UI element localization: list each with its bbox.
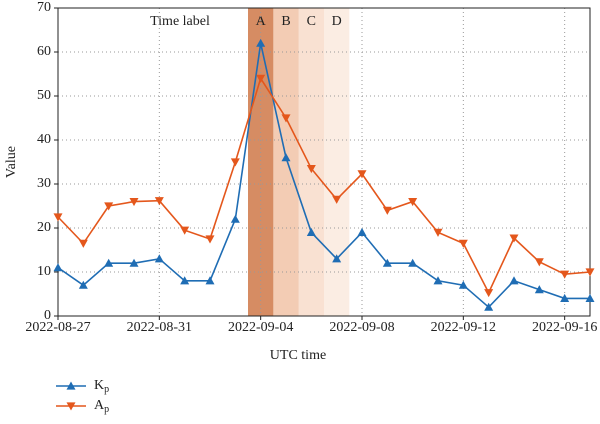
series-marker <box>53 213 63 222</box>
x-tick-label: 2022-09-12 <box>431 320 496 335</box>
series-marker <box>560 293 570 302</box>
time-band <box>273 8 299 316</box>
series-marker <box>509 234 519 243</box>
time-band <box>248 8 274 316</box>
series-marker <box>129 198 139 207</box>
series-marker <box>230 214 240 223</box>
series-marker <box>129 258 139 267</box>
series-marker <box>560 270 570 279</box>
series-marker <box>230 158 240 167</box>
series-marker <box>534 258 544 267</box>
band-label: D <box>332 14 342 29</box>
x-tick-label: 2022-09-04 <box>228 320 293 335</box>
series-marker <box>408 258 418 267</box>
series-marker <box>281 153 291 162</box>
y-tick-label: 20 <box>37 220 51 235</box>
series-marker <box>78 239 88 248</box>
series-marker <box>332 195 342 204</box>
series-line <box>57 76 591 295</box>
y-tick-label: 70 <box>37 0 51 15</box>
series-marker <box>484 289 494 298</box>
series-marker <box>104 258 114 267</box>
series-marker <box>281 114 291 123</box>
series-marker <box>154 254 164 263</box>
time-band <box>324 8 350 316</box>
legend-marker <box>66 402 76 411</box>
x-tick-label: 2022-08-27 <box>25 320 90 335</box>
y-tick-label: 10 <box>37 264 51 279</box>
band-label: B <box>281 14 290 29</box>
series-marker <box>382 258 392 267</box>
series-marker <box>433 276 443 285</box>
series-marker <box>53 263 63 272</box>
y-tick-label: 40 <box>37 132 51 147</box>
series-marker <box>484 302 494 311</box>
series-marker <box>357 227 367 236</box>
series-marker <box>205 235 215 244</box>
x-axis-label: UTC time <box>270 348 326 363</box>
series-marker <box>408 198 418 207</box>
series-marker <box>180 276 190 285</box>
x-tick-label: 2022-09-16 <box>532 320 597 335</box>
series-marker <box>154 197 164 206</box>
series-marker <box>585 293 595 302</box>
legend-label: Ap <box>94 398 109 415</box>
series-marker <box>256 74 266 83</box>
series-marker <box>205 276 215 285</box>
time-band <box>298 8 324 316</box>
series-marker <box>104 202 114 211</box>
plot-frame <box>57 7 591 317</box>
series-marker <box>306 227 316 236</box>
series-marker <box>458 280 468 289</box>
series-line <box>57 43 590 309</box>
series-marker <box>585 268 595 277</box>
series-marker <box>306 165 316 174</box>
legend-label: Kp <box>94 378 109 395</box>
series-marker <box>534 285 544 294</box>
series-marker <box>382 206 392 215</box>
y-tick-label: 60 <box>37 44 51 59</box>
y-axis-label: Value <box>4 146 19 178</box>
series-marker <box>357 170 367 179</box>
y-tick-label: 0 <box>44 308 51 323</box>
series-marker <box>78 280 88 289</box>
band-label: A <box>256 14 267 29</box>
series-marker <box>180 226 190 235</box>
legend-marker <box>66 381 76 390</box>
series-marker <box>458 239 468 248</box>
series-marker <box>332 254 342 263</box>
annotation: Time label <box>150 14 210 29</box>
series-marker <box>433 228 443 237</box>
series-marker <box>256 38 266 47</box>
band-label: C <box>307 14 316 29</box>
y-tick-label: 50 <box>37 88 51 103</box>
x-tick-label: 2022-09-08 <box>329 320 394 335</box>
x-tick-label: 2022-08-31 <box>127 320 192 335</box>
series-marker <box>509 276 519 285</box>
y-tick-label: 30 <box>37 176 51 191</box>
